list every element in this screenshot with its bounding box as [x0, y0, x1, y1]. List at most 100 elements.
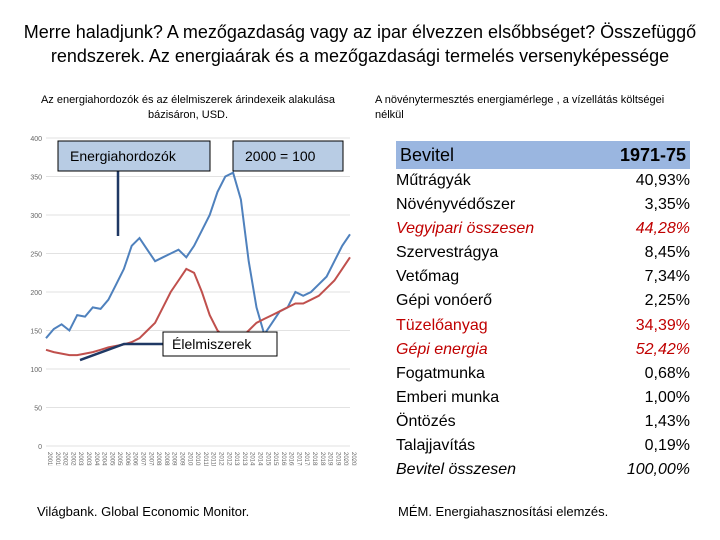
x-tick-label: 2009M01 — [171, 452, 177, 466]
base-label: 2000 = 100 — [245, 148, 316, 164]
x-tick-label: 2007M01 — [140, 452, 146, 466]
x-tick-label: 2005M01 — [108, 452, 114, 466]
food-label-box — [162, 331, 278, 357]
x-tick-label: 2006M07 — [132, 452, 138, 466]
x-tick-label: 2011M01 — [202, 452, 208, 466]
x-tick-label: 2016M07 — [288, 452, 294, 466]
x-tick-label: 2010M01 — [186, 452, 192, 466]
x-tick-label: 2003M01 — [77, 452, 83, 466]
energy-label: Energiahordozók — [70, 148, 177, 164]
x-tick-label: 2011M07 — [210, 452, 216, 466]
y-tick-label: 250 — [30, 252, 42, 259]
x-tick-label: 2005M07 — [116, 452, 122, 466]
x-tick-label: 2007M07 — [147, 452, 153, 466]
y-tick-label: 100 — [30, 367, 42, 374]
table-row-value: 2,25% — [644, 292, 690, 310]
x-tick-label: 2009M07 — [179, 452, 185, 466]
table-row-value: 34,39% — [635, 316, 690, 334]
table-header: Bevitel 1971-75 — [396, 141, 690, 169]
x-tick-label: 2014M01 — [249, 452, 255, 466]
table-row-label: Vetőmag — [396, 268, 460, 286]
x-tick-label: 2001M01 — [46, 452, 52, 466]
table-row-label: Műtrágyák — [396, 172, 471, 189]
x-tick-label: 2016M01 — [280, 452, 286, 466]
x-tick-label: 2019M07 — [334, 452, 340, 466]
table-row-value: 1,00% — [644, 388, 690, 406]
x-tick-label: 2019M01 — [327, 452, 333, 466]
table-row-value: 1,43% — [644, 412, 690, 430]
table-row: Talajjavítás 0,19% — [396, 434, 690, 458]
table-row: Emberi munka 1,00% — [396, 386, 690, 410]
y-tick-label: 200 — [30, 290, 42, 297]
table-row: Vegyipari összesen 44,28% — [396, 217, 690, 241]
y-tick-label: 0 — [38, 444, 42, 451]
x-tick-label: 2002M07 — [69, 452, 75, 466]
base-label-box — [232, 140, 344, 172]
food-label: Élelmiszerek — [172, 336, 252, 352]
y-tick-label: 400 — [30, 136, 42, 143]
table-row: Gépi energia 52,42% — [396, 338, 690, 362]
table-row-value: 0,68% — [644, 364, 690, 382]
table-row: Tüzelőanyag 34,39% — [396, 314, 690, 338]
food-callout-line — [79, 342, 180, 362]
table-row-label: Növényvédőszer — [396, 196, 516, 214]
x-tick-label: 2012M07 — [225, 452, 231, 466]
table-row-label: Vegyipari összesen — [396, 220, 535, 238]
table-row-value: 44,28% — [635, 220, 690, 238]
table-row: Növényvédőszer 3,35% — [396, 193, 690, 217]
energy-label-box — [57, 140, 211, 172]
chart-subtitle: Az energiahordozók és az élelmiszerek ár… — [40, 94, 336, 121]
table-row-value: 3,35% — [644, 196, 690, 214]
table-row: Bevitel összesen 100,00% — [396, 458, 690, 482]
table-row-value: 0,19% — [644, 437, 690, 455]
x-tick-label: 2015M07 — [272, 452, 278, 466]
table-row-label: Fogatmunka — [396, 364, 485, 382]
table-row-value: 40,93% — [635, 172, 690, 189]
table-row-value: 100,00% — [626, 461, 690, 479]
x-tick-label: 2015M01 — [264, 452, 270, 466]
x-tick-label: 2018M01 — [311, 452, 317, 466]
series-line — [45, 256, 351, 357]
x-tick-label: 2002M01 — [62, 452, 68, 466]
chart-source: Világbank. Global Economic Monitor. — [37, 504, 250, 519]
table-row-label: Tüzelőanyag — [396, 316, 488, 334]
table-header-value: 1971-75 — [619, 145, 686, 165]
x-tick-label: 2018M07 — [319, 452, 325, 466]
x-tick-label: 2013M01 — [233, 452, 239, 466]
energy-callout-line — [116, 160, 122, 236]
x-tick-label: 2004M01 — [93, 452, 99, 466]
y-tick-label: 300 — [30, 213, 42, 220]
page-title: Merre haladjunk? A mezőgazdaság vagy az … — [23, 22, 697, 66]
table-row-label: Szervestrágya — [396, 244, 499, 262]
table-row-label: Gépi energia — [396, 340, 488, 358]
x-tick-label: 2004M07 — [101, 452, 107, 466]
table-row-label: Bevitel összesen — [396, 461, 517, 479]
table-row: Szervestrágya 8,45% — [396, 241, 690, 265]
x-tick-label: 2006M01 — [124, 452, 130, 466]
x-tick-label: 2008M07 — [163, 452, 169, 466]
table-row: Vetőmag 7,34% — [396, 265, 690, 289]
x-tick-label: 2001M07 — [54, 452, 60, 466]
x-tick-label: 2020M01 — [342, 452, 348, 466]
x-tick-label: 2003M07 — [85, 452, 91, 466]
x-tick-label: 2020M07 — [350, 452, 356, 466]
x-tick-label: 2013M07 — [241, 452, 247, 466]
series-line — [45, 171, 351, 339]
x-tick-label: 2012M01 — [217, 452, 223, 466]
x-tick-label: 2017M07 — [303, 452, 309, 466]
y-tick-label: 50 — [34, 406, 42, 413]
y-tick-label: 150 — [30, 329, 42, 336]
x-tick-label: 2010M07 — [194, 452, 200, 466]
table-row-label: Gépi vonóerő — [396, 292, 493, 310]
table-subtitle: A növénytermesztés energiamérlege , a ví… — [375, 94, 665, 121]
energy-balance-table: Bevitel 1971-75 Műtrágyák 40,93% Növényvéd… — [396, 141, 690, 482]
x-tick-label: 2014M07 — [256, 452, 262, 466]
table-row-value: 7,34% — [644, 268, 690, 286]
table-row-label: Emberi munka — [396, 388, 500, 406]
table-row: Fogatmunka 0,68% — [396, 362, 690, 386]
table-row-value: 8,45% — [644, 244, 690, 262]
table-row-label: Talajjavítás — [396, 437, 476, 455]
y-tick-label: 350 — [30, 175, 42, 182]
x-tick-label: 2017M01 — [295, 452, 301, 466]
